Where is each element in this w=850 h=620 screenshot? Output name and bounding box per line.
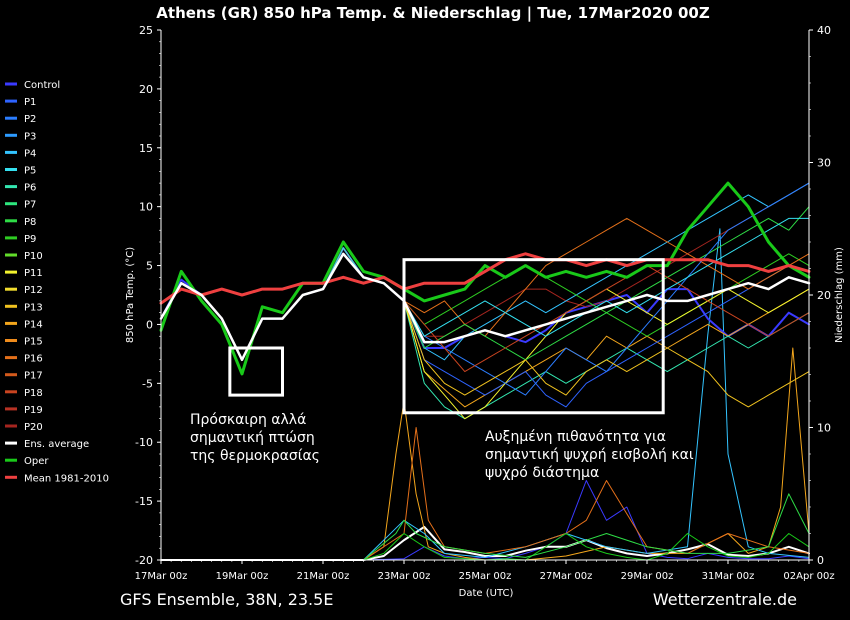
x-tick-label: 29Mar 00z: [621, 571, 674, 582]
y-tick-label: -20: [135, 554, 153, 567]
y-tick-label: 10: [139, 201, 153, 214]
legend-label: Mean 1981-2010: [24, 473, 109, 484]
series-line-oper: [159, 181, 811, 376]
y-tick-label: 20: [139, 83, 153, 96]
legend-label: P3: [24, 131, 36, 142]
annotation-line: Πρόσκαιρη αλλά: [190, 412, 306, 428]
y-tick-label: -10: [135, 436, 153, 449]
legend-label: P10: [24, 251, 43, 262]
y2-tick-label: 10: [817, 422, 831, 435]
legend-label: P13: [24, 302, 43, 313]
legend-label: P12: [24, 285, 43, 296]
y-tick-label: 15: [139, 142, 153, 155]
x-tick-label: 25Mar 00z: [459, 571, 512, 582]
x-tick-label: 21Mar 00z: [297, 571, 350, 582]
legend-label: P11: [24, 268, 43, 279]
annotation-line: Αυξημένη πιθανότητα για: [485, 429, 666, 445]
legend-label: P8: [24, 217, 36, 228]
legend-label: P4: [24, 148, 36, 159]
y-axis-label: 850 hPa Temp. (°C): [125, 247, 136, 343]
legend-label: P5: [24, 166, 36, 177]
legend-label: P18: [24, 388, 43, 399]
y2-tick-label: 0: [817, 554, 824, 567]
legend-label: P16: [24, 354, 43, 365]
legend-label: P19: [24, 405, 43, 416]
legend-label: P6: [24, 183, 36, 194]
series-line-p4-precip: [160, 228, 810, 561]
series-line-p6: [160, 247, 810, 420]
y-tick-label: 25: [139, 24, 153, 37]
series-line-oper-precip: [160, 533, 810, 561]
legend-label: P14: [24, 319, 43, 330]
legend-label: P17: [24, 371, 43, 382]
series-line-ens-average: [159, 252, 811, 362]
y2-tick-label: 20: [817, 289, 831, 302]
footer-model-info: GFS Ensemble, 38N, 23.5E: [120, 590, 334, 609]
annotation-text: Πρόσκαιρη αλλά σημαντική πτώση της θερμοκρ…: [190, 412, 320, 464]
legend-label: Oper: [24, 456, 49, 467]
annotation-line: σημαντική πτώση: [190, 430, 315, 446]
highlight-box: [228, 346, 285, 397]
legend-label: P7: [24, 200, 36, 211]
series-line-p8-precip: [160, 493, 810, 561]
x-tick-label: 23Mar 00z: [378, 571, 431, 582]
annotation-line: ψυχρό διάστημα: [485, 465, 599, 481]
legend-label: P20: [24, 422, 43, 433]
y-tick-label: 0: [146, 318, 153, 331]
legend: Control P1 P2 P3 P4 P5 P6 P7 P8 P9 P10 P11 P12 P13 P14…: [5, 80, 109, 484]
annotation-line: σημαντική ψυχρή εισβολή και: [485, 447, 694, 463]
chart-title: Athens (GR) 850 hPa Temp. & Niederschlag…: [156, 4, 710, 23]
y2-tick-label: 40: [817, 24, 831, 37]
series-line-mean-1981-2010: [159, 252, 811, 305]
legend-label: Control: [24, 80, 60, 91]
legend-label: P1: [24, 97, 36, 108]
y2-tick-label: 30: [817, 157, 831, 170]
x-tick-label: 02Apr 00z: [783, 571, 834, 582]
legend-label: P9: [24, 234, 36, 245]
footer-source[interactable]: Wetterzentrale.de: [652, 590, 797, 609]
series-line-ens-average-precip: [160, 525, 810, 561]
highlight-box: [402, 258, 665, 415]
x-tick-label: 17Mar 00z: [135, 571, 188, 582]
series-line-p11: [160, 247, 810, 420]
y-tick-label: 5: [146, 260, 153, 273]
series-line-p16-precip: [160, 427, 810, 561]
x-tick-label: 27Mar 00z: [540, 571, 593, 582]
y-tick-label: -5: [142, 377, 153, 390]
x-tick-label: 19Mar 00z: [216, 571, 269, 582]
legend-label: P2: [24, 114, 36, 125]
x-tick-label: 31Mar 00z: [702, 571, 755, 582]
annotation-text: Αυξημένη πιθανότητα για σημαντική ψυχρή ε…: [485, 429, 694, 481]
y2-axis-label: Niederschlag (mm): [834, 247, 845, 343]
series-line-p8: [160, 206, 810, 361]
y-tick-label: -15: [135, 495, 153, 508]
x-axis-label: Date (UTC): [459, 588, 514, 599]
annotation-line: της θερμοκρασίας: [190, 448, 320, 464]
legend-label: Ens. average: [24, 439, 89, 450]
legend-label: P15: [24, 337, 43, 348]
